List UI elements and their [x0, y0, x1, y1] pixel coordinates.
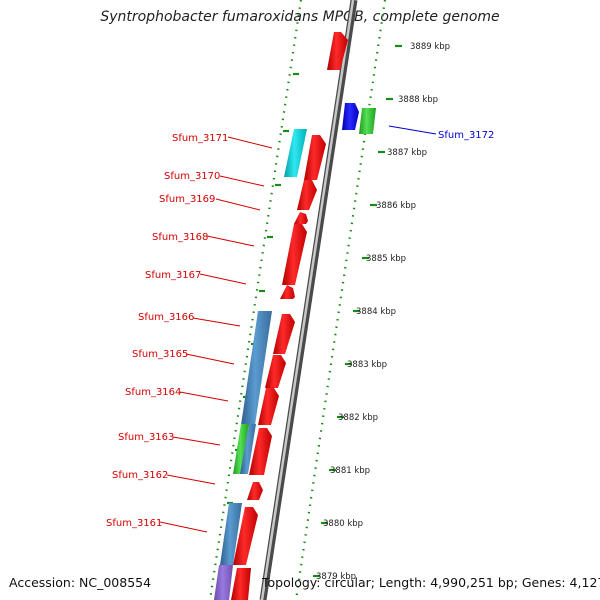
reverse-strand-genes — [231, 32, 348, 600]
inner-dotted-track — [208, 0, 303, 600]
accession-text: Accession: NC_008554 — [9, 575, 152, 590]
gene-arrow[interactable] — [280, 285, 295, 299]
gene-arrow[interactable] — [258, 388, 279, 425]
gene-arrow[interactable] — [265, 355, 286, 388]
gene-label[interactable]: Sfum_3172 — [438, 130, 494, 141]
kbp-label: 3880 kbp — [323, 519, 363, 529]
gene-arrow[interactable] — [249, 428, 272, 475]
label-leaders — [159, 125, 437, 533]
gene-arrow[interactable] — [304, 135, 326, 180]
kbp-label: 3886 kbp — [376, 201, 416, 211]
gene-arrow[interactable] — [297, 180, 317, 210]
gene-arrow[interactable] — [231, 568, 251, 600]
kbp-label: 3883 kbp — [347, 360, 387, 370]
gene-block-green[interactable] — [233, 424, 249, 474]
gene-label[interactable]: Sfum_3168 — [152, 232, 208, 243]
gene-arrow[interactable] — [327, 32, 348, 70]
gene-arrow[interactable] — [294, 212, 308, 224]
map-title: Syntrophobacter fumaroxidans MPOB, compl… — [100, 9, 500, 25]
kbp-label: 3884 kbp — [356, 307, 396, 317]
kbp-label: 3889 kbp — [410, 42, 450, 52]
kbp-label: 3882 kbp — [338, 413, 378, 423]
genome-backbone-highlight — [260, 0, 355, 600]
kbp-label: 3888 kbp — [398, 95, 438, 105]
gene-label[interactable]: Sfum_3163 — [118, 432, 174, 443]
gene-block-green[interactable] — [359, 108, 376, 134]
gene-label[interactable]: Sfum_3167 — [145, 270, 201, 281]
gene-label[interactable]: Sfum_3171 — [172, 133, 228, 144]
kbp-label: 3887 kbp — [387, 148, 427, 158]
gene-label[interactable]: Sfum_3164 — [125, 387, 181, 398]
kbp-label: 3881 kbp — [330, 466, 370, 476]
gene-label[interactable]: Sfum_3170 — [164, 171, 220, 182]
gene-arrow[interactable] — [233, 507, 258, 565]
gene-arrow[interactable] — [273, 314, 295, 354]
gene-block-purple[interactable] — [214, 565, 233, 600]
topology-text: Topology: circular; Length: 4,990,251 bp… — [262, 575, 600, 590]
gene-block-steelblue[interactable] — [220, 503, 242, 565]
gene-block-cyan[interactable] — [284, 129, 307, 177]
gene-label[interactable]: Sfum_3166 — [138, 312, 194, 323]
gene-label[interactable]: Sfum_3161 — [106, 518, 162, 529]
gene-arrow[interactable] — [247, 482, 263, 500]
gene-label[interactable]: Sfum_3162 — [112, 470, 168, 481]
forward-strand-genes — [214, 129, 307, 600]
kbp-label: 3885 kbp — [366, 254, 406, 264]
kbp-label: 3879 kbp — [316, 572, 356, 582]
gene-block-steelblue[interactable] — [241, 311, 272, 425]
gene-arrow[interactable] — [282, 224, 307, 285]
gene-label[interactable]: Sfum_3169 — [159, 194, 215, 205]
gene-label[interactable]: Sfum_3165 — [132, 349, 188, 360]
gene-block-steelblue[interactable] — [240, 424, 256, 474]
gene-block-blue[interactable] — [342, 103, 359, 130]
kbp-tick-marks — [313, 44, 402, 578]
